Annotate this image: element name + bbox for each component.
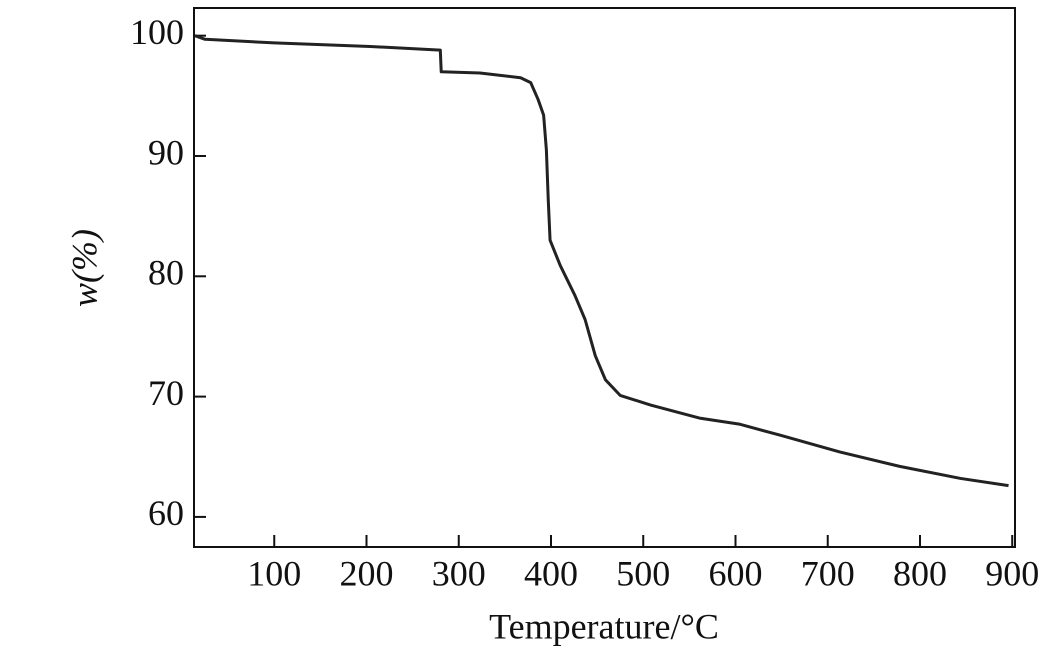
y-tick-label: 80 [148,253,184,293]
x-tick-label: 800 [893,553,947,593]
x-tick-label: 200 [340,553,394,593]
y-axis-label: w(%) [64,229,104,307]
plot-frame [193,7,1016,548]
x-tick-label: 400 [524,553,578,593]
y-tick-label: 90 [148,132,184,172]
y-tick-label: 70 [148,373,184,413]
x-tick-label: 600 [708,553,762,593]
x-axis-label: Temperature/°C [489,606,719,646]
x-tick-label: 300 [432,553,486,593]
y-tick-label: 100 [130,12,184,52]
data-line [194,34,1009,488]
x-tick-label: 900 [985,553,1039,593]
x-tick-label: 500 [616,553,670,593]
x-tick-label: 100 [247,553,301,593]
y-tick-label: 60 [148,493,184,533]
x-tick-label: 700 [801,553,855,593]
